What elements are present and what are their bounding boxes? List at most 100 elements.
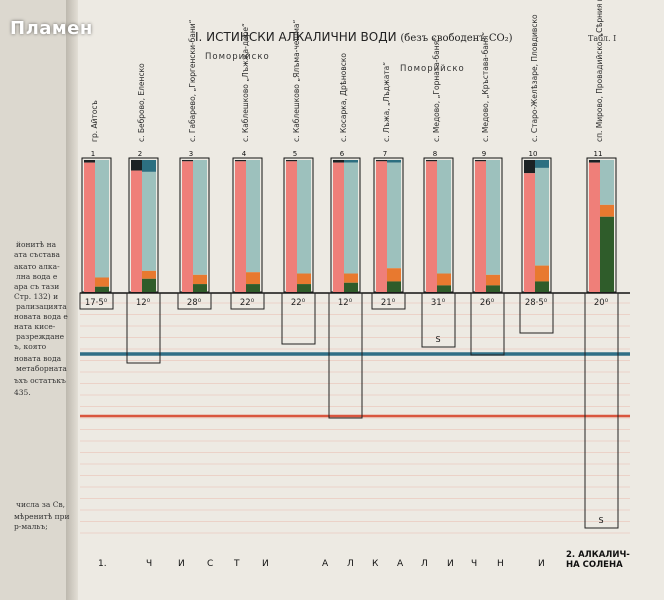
cation-dark-segment — [286, 160, 297, 162]
footer-letter: С — [207, 559, 213, 569]
cation-main-segment — [589, 162, 600, 292]
footer-letter: Н — [497, 559, 504, 569]
anion-green-segment — [95, 286, 109, 292]
column-number: 8 — [433, 150, 437, 158]
left-page — [0, 0, 78, 600]
footer-letter: Т — [233, 559, 240, 569]
sulfide-mark: S — [598, 516, 603, 525]
anion-teal-segment — [387, 160, 401, 163]
lower-box — [177, 292, 212, 310]
anion-orange-segment — [387, 268, 401, 282]
left-page-line: 435. — [14, 388, 31, 397]
footer-letter: Ч — [471, 559, 477, 569]
lower-box — [126, 292, 161, 364]
anion-green-segment — [486, 285, 500, 292]
category-label: с. Медово, „Горната-баня“ — [432, 37, 441, 142]
region-label-1: Поморийско — [205, 52, 270, 62]
cation-dark-segment — [376, 160, 387, 162]
column-number: 6 — [340, 150, 345, 158]
temperature-label: 20⁰ — [594, 298, 609, 308]
cation-main-segment — [286, 161, 297, 292]
category-label: сп. Мирово, Провадийско, „Сѣрния изворъ“ — [595, 0, 604, 142]
anion-orange-segment — [486, 274, 500, 286]
anion-orange-segment — [437, 273, 451, 286]
anion-main-segment — [486, 160, 500, 275]
footer-letter: К — [372, 559, 379, 569]
anion-teal-segment — [344, 160, 358, 163]
left-page-line: рализацията — [16, 302, 67, 311]
lower-box — [79, 292, 114, 310]
anion-green-segment — [387, 281, 401, 292]
column-number: 1 — [91, 150, 95, 158]
column-1: 1 17·5⁰ — [79, 150, 114, 310]
footer-letter: А — [397, 559, 404, 569]
column-2: 2 12⁰ — [126, 150, 161, 364]
column-8: 8 31⁰ — [421, 150, 456, 348]
anion-green-segment — [297, 284, 311, 292]
category-label: с. Беброво, Еленско — [137, 63, 146, 142]
anion-main-segment — [600, 160, 614, 205]
anion-main-segment — [297, 160, 311, 274]
anion-teal-segment — [535, 160, 549, 168]
anion-teal-segment — [142, 160, 156, 172]
left-page-line: р-мальъ; — [14, 522, 48, 531]
cation-main-segment — [235, 161, 246, 292]
left-page-line: йонитѣ на — [16, 240, 57, 249]
column-3: 3 28⁰ — [177, 150, 212, 310]
footer-letter: И — [262, 559, 269, 569]
footer-letter: И — [178, 559, 185, 569]
cation-main-segment — [376, 161, 387, 292]
chart-subtitle: (безъ свободенъ CO₂) — [400, 33, 513, 44]
left-page-line: разреждане — [16, 332, 65, 341]
chart-title: I. ИСТИНСКИ АЛКАЛИЧНИ ВОДИ — [195, 30, 397, 44]
lower-box — [470, 292, 505, 356]
anion-orange-segment — [297, 273, 311, 285]
category-label: с. Медово, „Кръстава-баня“ — [481, 32, 490, 142]
column-number: 3 — [189, 150, 193, 158]
temperature-label: 12⁰ — [338, 298, 353, 308]
footer-letter: Л — [347, 559, 354, 569]
temperature-label: 26⁰ — [480, 298, 495, 308]
anion-main-segment — [193, 160, 207, 275]
cation-dark-segment — [333, 160, 344, 163]
lower-box — [519, 292, 554, 334]
footer-letter: А — [322, 559, 329, 569]
footer-letter: И — [538, 559, 545, 569]
anion-orange-segment — [344, 273, 358, 283]
anion-orange-segment — [535, 265, 549, 282]
cation-dark-segment — [182, 160, 193, 162]
anion-main-segment — [95, 160, 109, 278]
anion-main-segment — [535, 167, 549, 266]
cation-dark-segment — [84, 160, 95, 163]
footer-labels: 1. Ч И С Т И А Л К А Л И Ч Н И 2. АЛКАЛИЧ-НА СОЛЕНА — [98, 550, 630, 570]
footer-letter: И — [447, 559, 454, 569]
anion-green-segment — [535, 281, 549, 292]
temperature-label: 22⁰ — [240, 298, 255, 308]
cation-main-segment — [333, 162, 344, 292]
left-page-line: Стр. 132) и — [14, 292, 59, 301]
left-page-line: новата вода — [14, 354, 62, 363]
column-9: 9 26⁰ — [470, 150, 505, 356]
cation-dark-segment — [131, 160, 142, 171]
temperature-label: 28·5⁰ — [525, 298, 548, 308]
table-label: Табл. I — [588, 34, 617, 43]
region-label-2: Поморийско — [400, 64, 465, 74]
category-label: с. Габарево, „Гюргенски-бани“ — [188, 19, 197, 142]
anion-main-segment — [387, 162, 401, 269]
temperature-label: 28⁰ — [187, 298, 202, 308]
category-label: с. Каблешково „Ялъма-чешма“ — [292, 19, 301, 142]
category-label: с. Косарка, Дрѣновско — [339, 53, 348, 142]
lower-box — [584, 292, 619, 529]
cation-main-segment — [524, 173, 535, 292]
left-page-line: ната кисе- — [14, 322, 56, 331]
grid-lines — [80, 292, 630, 534]
anion-orange-segment — [600, 204, 614, 217]
column-5: 5 22⁰ — [281, 150, 316, 345]
cation-main-segment — [182, 161, 193, 292]
columns: 1 17·5⁰ 2 12⁰ 3 28⁰ 4 22⁰ 5 22⁰ 6 12⁰ 7 21⁰ 8 31⁰ 9 26⁰ 10… — [79, 150, 619, 529]
anion-green-segment — [246, 284, 260, 292]
left-page-line: новата вода е — [14, 312, 68, 321]
column-10: 10 28·5⁰ — [519, 150, 554, 334]
cation-main-segment — [131, 170, 142, 292]
